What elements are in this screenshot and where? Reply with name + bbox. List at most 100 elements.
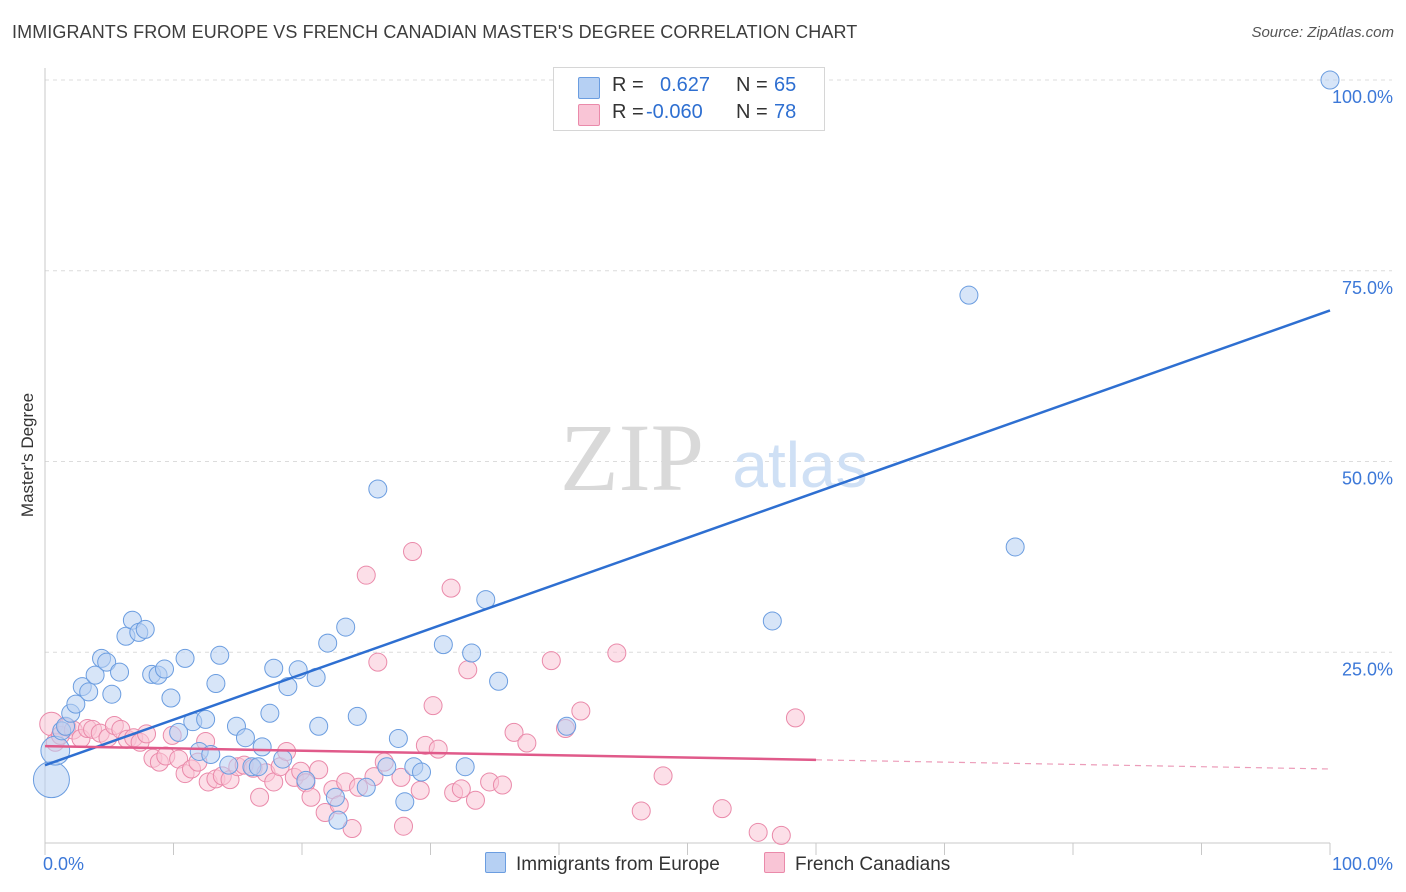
legend-r-value-europe: 0.627 (660, 74, 711, 96)
point-immigrants-from-europe (377, 757, 397, 777)
x-tick-label-max: 100.0% (1332, 854, 1393, 874)
point-immigrants-from-europe (32, 761, 70, 799)
point-french-canadians (653, 766, 673, 786)
point-immigrants-from-europe (85, 665, 105, 685)
bottom-legend-europe: Immigrants from Europe (485, 852, 720, 876)
point-immigrants-from-europe (175, 648, 195, 668)
legend-row-french: R = -0.060 N = 78 (554, 100, 824, 128)
point-french-canadians (403, 542, 423, 562)
y-tick-label: 100.0% (1332, 87, 1393, 107)
point-immigrants-from-europe (433, 635, 453, 655)
point-immigrants-from-europe (412, 762, 432, 782)
point-french-canadians (771, 825, 791, 845)
trendline-immigrants-from-europe (44, 309, 1331, 767)
watermark-zip: ZIP (560, 404, 704, 511)
point-french-canadians (423, 696, 443, 716)
point-french-canadians (492, 775, 512, 795)
point-immigrants-from-europe (97, 652, 117, 672)
point-immigrants-from-europe (161, 688, 181, 708)
point-french-canadians (250, 787, 270, 807)
point-immigrants-from-europe (155, 659, 175, 679)
trend-lines (44, 309, 1331, 770)
point-immigrants-from-europe (79, 682, 99, 702)
point-immigrants-from-europe (248, 757, 268, 777)
point-french-canadians (571, 701, 591, 721)
bottom-legend-label-europe: Immigrants from Europe (516, 854, 720, 875)
point-immigrants-from-europe (325, 787, 345, 807)
point-immigrants-from-europe (66, 694, 86, 714)
legend-n-label: N = (736, 101, 768, 123)
legend-n-value-europe: 65 (774, 74, 797, 96)
point-french-canadians (301, 787, 321, 807)
point-french-canadians (712, 799, 732, 819)
legend-row-europe: R = 0.627 N = 65 (554, 73, 824, 101)
y-tick-label: 25.0% (1342, 659, 1393, 679)
point-french-canadians (391, 767, 411, 787)
bottom-legend-label-french: French Canadians (795, 854, 951, 875)
point-french-canadians (465, 790, 485, 810)
point-french-canadians (785, 708, 805, 728)
point-immigrants-from-europe (252, 737, 272, 757)
point-french-canadians (541, 651, 561, 671)
point-immigrants-from-europe (368, 479, 388, 499)
point-french-canadians (607, 643, 627, 663)
legend-n-value-french: 78 (774, 101, 797, 123)
point-immigrants-from-europe (462, 643, 482, 663)
series-immigrants-from-europe (32, 70, 1340, 830)
bottom-legend-swatch-french (764, 852, 785, 873)
point-french-canadians (368, 652, 388, 672)
point-french-canadians (342, 819, 362, 839)
point-immigrants-from-europe (260, 703, 280, 723)
point-french-canadians (748, 822, 768, 842)
point-immigrants-from-europe (1005, 537, 1025, 557)
source-credit: Source: ZipAtlas.com (1251, 24, 1394, 41)
point-immigrants-from-europe (1320, 70, 1340, 90)
point-immigrants-from-europe (135, 619, 155, 639)
point-immigrants-from-europe (219, 755, 239, 775)
point-french-canadians (631, 801, 651, 821)
point-immigrants-from-europe (235, 728, 255, 748)
grid (45, 79, 1392, 653)
point-immigrants-from-europe (296, 770, 316, 790)
point-immigrants-from-europe (489, 671, 509, 691)
legend-swatch-french (578, 104, 600, 126)
watermark-atlas: atlas (732, 429, 867, 501)
bottom-legend-swatch-europe (485, 852, 506, 873)
point-immigrants-from-europe (309, 716, 329, 736)
trendline-french-canadians (44, 744, 817, 762)
point-immigrants-from-europe (110, 662, 130, 682)
point-immigrants-from-europe (395, 792, 415, 812)
legend-r-label: R = (612, 74, 644, 96)
point-french-canadians (451, 779, 471, 799)
trendline-french-canadians-extension (815, 759, 1331, 770)
point-french-canadians (441, 578, 461, 598)
point-french-canadians (137, 724, 157, 744)
y-tick-label: 75.0% (1342, 278, 1393, 298)
point-immigrants-from-europe (356, 777, 376, 797)
point-immigrants-from-europe (762, 611, 782, 631)
point-immigrants-from-europe (318, 633, 338, 653)
point-french-canadians (504, 722, 524, 742)
point-immigrants-from-europe (388, 728, 408, 748)
series-french-canadians (39, 542, 805, 845)
point-french-canadians (428, 739, 448, 759)
legend-n-label: N = (736, 74, 768, 96)
y-axis-label: Master's Degree (18, 392, 37, 518)
legend-r-label: R = (612, 101, 644, 123)
point-immigrants-from-europe (455, 757, 475, 777)
point-immigrants-from-europe (206, 674, 226, 694)
point-immigrants-from-europe (347, 706, 367, 726)
legend-swatch-europe (578, 77, 600, 99)
y-tick-label: 50.0% (1342, 469, 1393, 489)
point-french-canadians (458, 660, 478, 680)
point-immigrants-from-europe (264, 658, 284, 678)
point-immigrants-from-europe (273, 749, 293, 769)
legend-r-value-french: -0.060 (646, 101, 703, 123)
x-tick-label-min: 0.0% (43, 854, 84, 874)
correlation-legend: R = 0.627 N = 65 R = -0.060 N = 78 (553, 67, 825, 131)
point-immigrants-from-europe (102, 684, 122, 704)
point-immigrants-from-europe (959, 285, 979, 305)
point-french-canadians (394, 816, 414, 836)
point-french-canadians (517, 733, 537, 753)
